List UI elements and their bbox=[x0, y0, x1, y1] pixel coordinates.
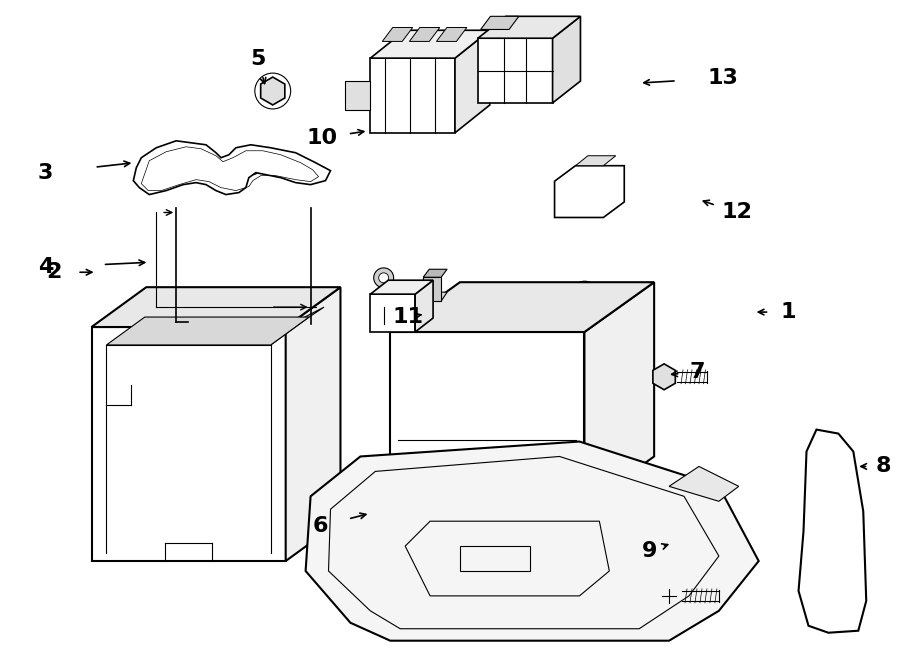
Text: 12: 12 bbox=[722, 203, 752, 222]
Text: 4: 4 bbox=[38, 258, 53, 277]
Circle shape bbox=[521, 298, 538, 316]
Circle shape bbox=[454, 310, 464, 320]
Circle shape bbox=[451, 306, 469, 324]
Polygon shape bbox=[410, 28, 440, 42]
Polygon shape bbox=[423, 269, 447, 277]
Circle shape bbox=[592, 184, 617, 210]
Polygon shape bbox=[285, 287, 340, 561]
Polygon shape bbox=[415, 280, 433, 332]
Circle shape bbox=[598, 190, 612, 204]
Circle shape bbox=[374, 268, 393, 288]
Polygon shape bbox=[455, 30, 490, 133]
Polygon shape bbox=[261, 77, 284, 105]
Polygon shape bbox=[346, 81, 370, 111]
Polygon shape bbox=[106, 317, 309, 345]
Polygon shape bbox=[382, 28, 413, 42]
Polygon shape bbox=[652, 364, 675, 390]
Polygon shape bbox=[436, 28, 467, 42]
Text: 10: 10 bbox=[307, 128, 338, 148]
Polygon shape bbox=[92, 287, 340, 327]
Polygon shape bbox=[370, 294, 415, 332]
Circle shape bbox=[462, 292, 476, 306]
Circle shape bbox=[490, 306, 500, 316]
Polygon shape bbox=[575, 156, 616, 166]
Circle shape bbox=[544, 496, 615, 566]
Polygon shape bbox=[798, 430, 866, 633]
Text: 6: 6 bbox=[313, 516, 328, 536]
Text: 7: 7 bbox=[689, 362, 705, 382]
Polygon shape bbox=[370, 280, 433, 294]
Polygon shape bbox=[306, 442, 759, 641]
Text: 3: 3 bbox=[38, 163, 53, 183]
Polygon shape bbox=[133, 141, 330, 195]
Circle shape bbox=[246, 161, 260, 175]
Polygon shape bbox=[669, 467, 739, 501]
Polygon shape bbox=[423, 277, 441, 301]
Circle shape bbox=[578, 288, 591, 302]
Polygon shape bbox=[92, 327, 285, 561]
Text: 9: 9 bbox=[642, 541, 657, 561]
Circle shape bbox=[662, 589, 676, 603]
Circle shape bbox=[302, 167, 315, 179]
Polygon shape bbox=[481, 17, 518, 30]
Circle shape bbox=[525, 302, 535, 312]
Polygon shape bbox=[391, 332, 584, 506]
Circle shape bbox=[563, 183, 580, 201]
Circle shape bbox=[168, 157, 184, 173]
Text: 8: 8 bbox=[876, 456, 891, 477]
Circle shape bbox=[266, 84, 280, 98]
Circle shape bbox=[486, 302, 504, 320]
Text: 5: 5 bbox=[250, 49, 266, 69]
Circle shape bbox=[532, 284, 546, 298]
Polygon shape bbox=[370, 30, 490, 58]
Circle shape bbox=[377, 301, 391, 314]
Polygon shape bbox=[423, 292, 447, 301]
Polygon shape bbox=[370, 58, 455, 133]
Polygon shape bbox=[391, 282, 654, 332]
Circle shape bbox=[656, 583, 682, 609]
Circle shape bbox=[556, 175, 588, 207]
Text: 2: 2 bbox=[46, 262, 61, 282]
Text: 1: 1 bbox=[781, 302, 797, 322]
Circle shape bbox=[379, 273, 389, 283]
Polygon shape bbox=[554, 166, 625, 218]
Polygon shape bbox=[478, 17, 580, 38]
Circle shape bbox=[571, 281, 598, 309]
Polygon shape bbox=[584, 282, 654, 506]
Text: 11: 11 bbox=[392, 307, 424, 327]
Polygon shape bbox=[271, 307, 324, 345]
Text: 13: 13 bbox=[707, 68, 738, 88]
Polygon shape bbox=[553, 17, 580, 103]
Circle shape bbox=[497, 288, 511, 302]
Polygon shape bbox=[478, 38, 553, 103]
